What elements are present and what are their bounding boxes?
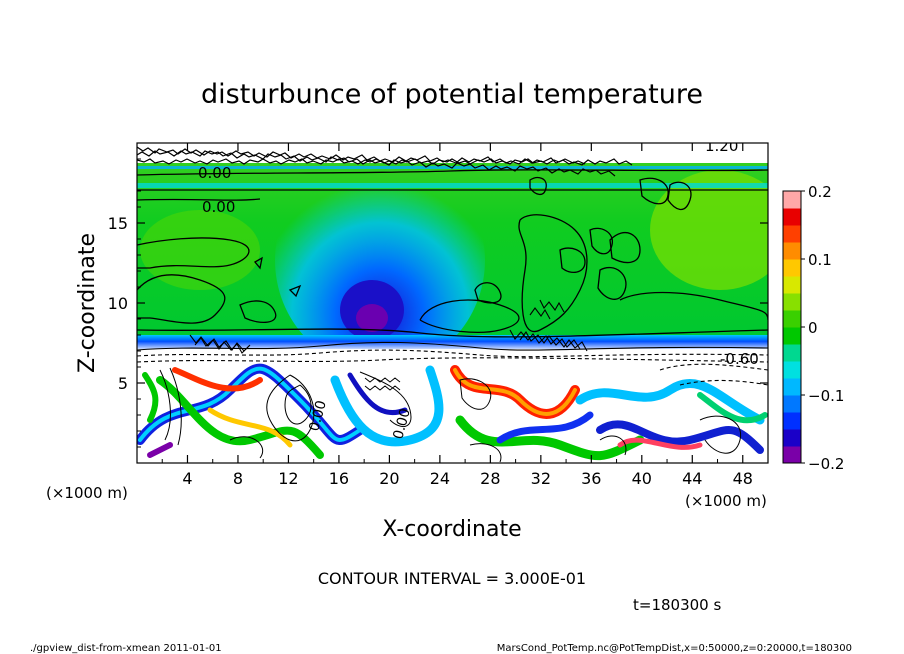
colorbar-segment-14 xyxy=(783,208,801,226)
colorbar-segment-12 xyxy=(783,242,801,260)
contour-label-2: 0.00 xyxy=(390,407,414,441)
x-tick-label-0: 4 xyxy=(182,469,192,488)
contour-interval: CONTOUR INTERVAL = 3.000E-01 xyxy=(318,569,586,588)
x-tick-label-7: 32 xyxy=(531,469,551,488)
top-noise-band xyxy=(137,143,768,163)
colorbar-label-3: −0.1 xyxy=(808,387,844,405)
top-noise xyxy=(137,146,633,177)
colorbar-segment-4 xyxy=(783,378,801,396)
x-axis-unit: (×1000 m) xyxy=(46,484,128,502)
inversion-band xyxy=(137,335,768,351)
colorbar-segment-10 xyxy=(783,276,801,294)
y-tick-label-0: 5 xyxy=(118,374,128,393)
contours-upper xyxy=(137,169,768,338)
colorbar-segment-15 xyxy=(783,191,801,209)
positive-patch-upper-right xyxy=(650,170,768,290)
colorbar-segment-5 xyxy=(783,361,801,379)
contour-label-1: 0.00 xyxy=(202,198,235,216)
x-tick-label-5: 24 xyxy=(430,469,450,488)
colorbar-segment-9 xyxy=(783,293,801,311)
x-tick-label-4: 20 xyxy=(379,469,399,488)
plot-area: 0.00 0.00 0.00 0.00 -0.60 1.20 xyxy=(137,137,768,463)
contour-label-0: 0.00 xyxy=(198,164,231,182)
negative-column-core2 xyxy=(356,304,388,332)
contour-label-5: 1.20 xyxy=(705,137,738,155)
colorbar-segment-7 xyxy=(783,327,801,345)
colorbar-segment-6 xyxy=(783,344,801,362)
colorbar-segment-11 xyxy=(783,259,801,277)
colorbar-label-4: −0.2 xyxy=(808,455,844,473)
colorbar-labels: 0.2 0.1 0 −0.1 −0.2 xyxy=(801,183,844,473)
colorbar-segment-8 xyxy=(783,310,801,328)
contour-label-4: -0.60 xyxy=(720,350,759,368)
contours-lower xyxy=(159,367,742,463)
x-axis-ticks: 4 8 12 16 20 24 28 32 36 40 44 48 xyxy=(161,143,753,488)
x-tick-label-10: 44 xyxy=(682,469,702,488)
x-tick-label-1: 8 xyxy=(233,469,243,488)
positive-patch-upper-left xyxy=(140,210,260,290)
x-tick-label-6: 28 xyxy=(480,469,500,488)
colorbar-segment-3 xyxy=(783,395,801,413)
y-axis-ticks: 5 10 15 xyxy=(108,158,768,448)
lower-turbulence xyxy=(137,363,768,461)
negative-column xyxy=(275,150,485,370)
y-tick-label-1: 10 xyxy=(108,294,128,313)
colorbar-segment-1 xyxy=(783,429,801,447)
inversion-white xyxy=(137,349,768,363)
colorbar xyxy=(783,191,801,464)
colorbar-segment-2 xyxy=(783,412,801,430)
x-tick-label-3: 16 xyxy=(329,469,349,488)
colorbar-label-2: 0 xyxy=(808,319,818,337)
colorbar-segment-0 xyxy=(783,446,801,464)
colorbar-label-0: 0.2 xyxy=(808,183,832,201)
y-tick-label-2: 15 xyxy=(108,214,128,233)
colorbar-segment-13 xyxy=(783,225,801,243)
x-tick-label-9: 40 xyxy=(632,469,652,488)
x-axis-label: X-coordinate xyxy=(382,517,521,542)
footer-right: MarsCond_PotTemp.nc@PotTempDist,x=0:5000… xyxy=(497,643,852,654)
y-axis-label: Z-coordinate xyxy=(75,233,100,373)
chart-title: disturbunce of potential temperature xyxy=(201,79,703,110)
x-tick-label-2: 12 xyxy=(278,469,298,488)
x-tick-label-11: 48 xyxy=(733,469,753,488)
contour-label-3: 0.00 xyxy=(306,399,330,433)
contours-inversion xyxy=(137,299,768,386)
colorbar-label-1: 0.1 xyxy=(808,251,832,269)
x-tick-label-8: 36 xyxy=(581,469,601,488)
time-label: t=180300 s xyxy=(633,596,721,614)
footer-left: ./gpview_dist-from-xmean 2011-01-01 xyxy=(30,643,222,654)
x-axis-unit-right: (×1000 m) xyxy=(685,492,767,510)
